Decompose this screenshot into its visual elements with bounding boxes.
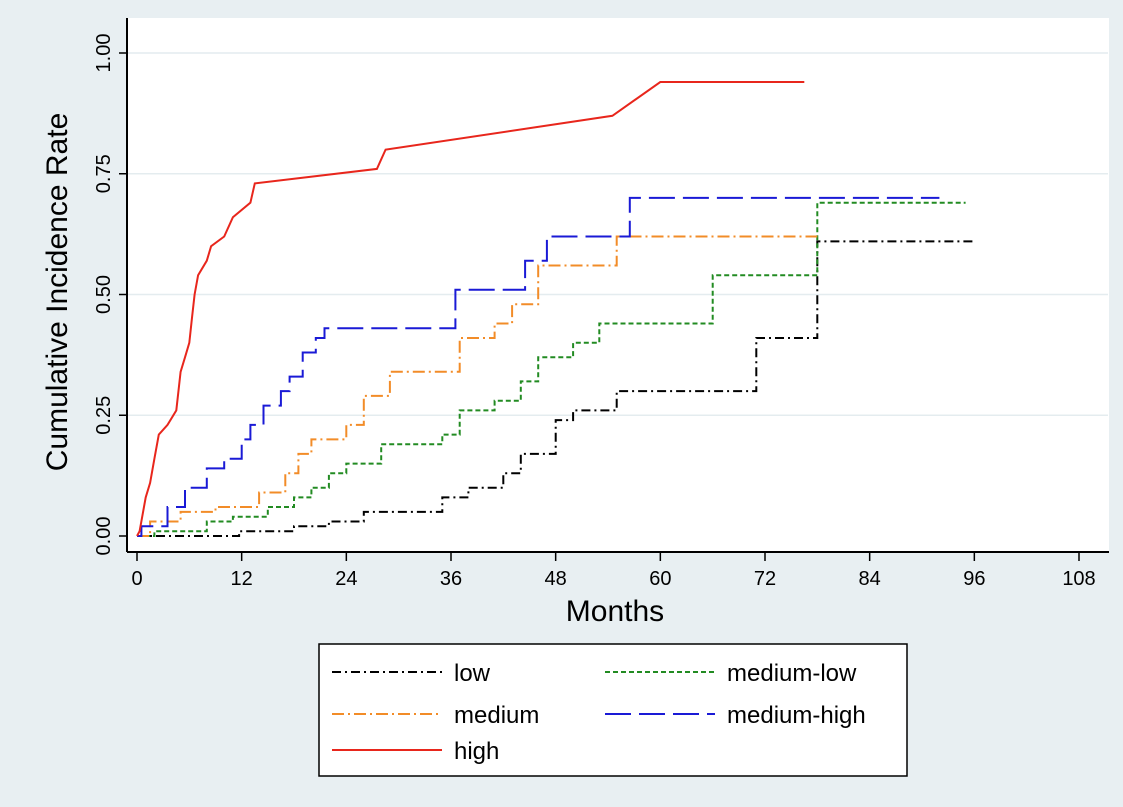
x-tick-label: 36	[440, 568, 462, 590]
x-tick-label: 24	[335, 568, 357, 590]
grid-lines	[128, 52, 1108, 416]
axes	[126, 18, 1109, 553]
series-lines	[136, 81, 975, 537]
y-axis-title: Cumulative Incidence Rate	[41, 113, 74, 472]
legend-label-medium: medium	[454, 702, 539, 729]
x-tick-label: 0	[131, 568, 142, 590]
legend-box	[318, 643, 908, 777]
legend-label-medium-low: medium-low	[727, 660, 857, 687]
x-tick-label: 48	[545, 568, 567, 590]
x-axis-title: Months	[566, 595, 664, 628]
x-tick-label: 12	[231, 568, 253, 590]
x-tick-label: 60	[649, 568, 671, 590]
x-tick-label: 108	[1062, 568, 1095, 590]
plot-area	[127, 18, 1109, 552]
legend-label-high: high	[454, 738, 499, 765]
series-line-medium-high	[137, 196, 940, 537]
y-tick-label: 1.00	[93, 34, 115, 73]
series-line-medium-low	[137, 201, 966, 537]
legend-label-low: low	[454, 660, 491, 687]
series-line-medium	[137, 235, 818, 537]
y-tick-label: 0.00	[93, 517, 115, 556]
legend-label-medium-high: medium-high	[727, 702, 866, 729]
series-line-low	[137, 240, 975, 537]
y-tick-label: 0.25	[93, 396, 115, 435]
ticks: 0.00 0.25 0.50 0.75 1.00 0 12 24 36 48 60 72 84 96 108	[93, 34, 1096, 590]
x-tick-label: 96	[963, 568, 985, 590]
y-tick-label: 0.75	[93, 154, 115, 193]
series-line-high	[136, 81, 805, 537]
y-tick-label: 0.50	[93, 275, 115, 314]
x-tick-label: 84	[859, 568, 881, 590]
x-tick-label: 72	[754, 568, 776, 590]
legend: low medium-low medium medium-high high	[318, 643, 908, 777]
